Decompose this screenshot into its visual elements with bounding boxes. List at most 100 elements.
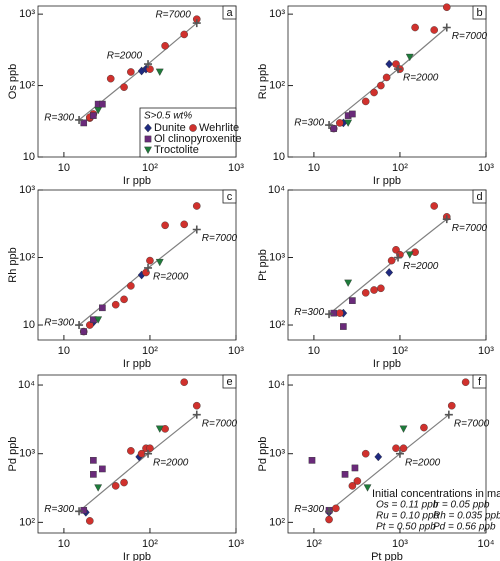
plot-frame <box>37 5 237 158</box>
plot-frame <box>287 5 487 158</box>
point <box>90 112 97 119</box>
x-tick-label: 10² <box>306 538 322 550</box>
point <box>94 316 103 324</box>
y-tick-label: 10⁴ <box>18 379 35 391</box>
point <box>349 110 356 118</box>
model-label: R=2000 <box>153 272 189 283</box>
point <box>392 444 400 453</box>
point <box>411 23 419 32</box>
panel-letter-box <box>222 5 237 20</box>
point <box>86 517 94 525</box>
legend-marker <box>144 146 152 155</box>
point <box>99 304 106 312</box>
point <box>120 478 128 487</box>
point <box>308 457 316 464</box>
point <box>111 300 120 309</box>
plot-frame <box>37 189 237 341</box>
point <box>94 107 103 115</box>
legend-label: Dunite <box>154 122 186 134</box>
y-axis-label: Ru ppb <box>257 64 269 99</box>
model-label: R=7000 <box>155 10 191 21</box>
y-tick-label: 10³ <box>269 251 285 263</box>
model-point <box>75 115 84 124</box>
annotation-text: Rh = 0.035 ppb <box>433 511 500 522</box>
x-tick-label: 10² <box>142 345 158 357</box>
point <box>127 68 135 76</box>
legend-title: S>0.5 wt% <box>144 111 192 122</box>
panel-letter: a <box>226 7 233 19</box>
model-point <box>325 310 334 319</box>
x-axis-label: Ir ppb <box>123 358 151 370</box>
point <box>161 221 169 230</box>
y-tick-label: 10 <box>273 151 285 163</box>
x-tick-label: 10³ <box>228 162 244 174</box>
point <box>344 279 353 287</box>
point <box>336 309 344 317</box>
point <box>387 256 396 265</box>
legend-label: Wehrlite <box>199 122 239 134</box>
point <box>370 286 378 294</box>
y-tick-label: 10 <box>23 151 35 163</box>
point <box>146 256 154 265</box>
point <box>377 284 385 293</box>
annotation-text: Pt = 0.50 ppb <box>376 522 436 533</box>
x-tick-label: 10 <box>58 538 70 550</box>
point <box>99 100 106 108</box>
point <box>161 42 169 50</box>
model-point <box>325 507 334 516</box>
point <box>442 3 451 12</box>
x-axis-label: Pt ppb <box>371 551 403 561</box>
y-tick-label: 10² <box>269 516 285 528</box>
x-tick-label: 10³ <box>478 345 494 357</box>
model-point <box>144 60 153 69</box>
point <box>447 401 456 410</box>
point <box>80 119 88 127</box>
point <box>155 258 164 267</box>
panel-letter-box <box>222 189 237 204</box>
point <box>430 26 438 34</box>
model-point <box>442 215 451 224</box>
y-axis-label: Pd ppb <box>257 437 269 472</box>
point <box>180 220 188 229</box>
x-tick-label: 10 <box>308 162 320 174</box>
point <box>353 477 362 485</box>
model-point <box>394 65 403 74</box>
point <box>99 465 106 473</box>
model-point <box>444 410 453 419</box>
point <box>127 282 135 290</box>
y-tick-label: 10³ <box>19 184 35 196</box>
point <box>370 88 378 97</box>
model-point <box>394 253 403 262</box>
point <box>127 447 135 455</box>
y-tick-label: 10⁴ <box>268 379 285 391</box>
legend-box <box>139 107 237 158</box>
panel-letter: f <box>478 376 482 388</box>
legend-label: Ol clinopyroxenite <box>154 133 241 145</box>
point <box>361 97 370 106</box>
point <box>106 74 115 83</box>
point <box>399 444 408 453</box>
point <box>120 83 128 91</box>
model-label: R=7000 <box>454 418 490 429</box>
model-point <box>192 225 201 234</box>
y-tick-label: 10³ <box>269 8 285 20</box>
y-tick-label: 10³ <box>269 448 285 460</box>
legend-marker <box>189 124 197 132</box>
model-point <box>192 410 201 419</box>
point <box>90 471 97 478</box>
point <box>86 321 94 329</box>
model-point <box>75 507 84 516</box>
point <box>377 81 385 90</box>
point <box>330 309 338 317</box>
x-axis-label: Ir ppb <box>373 358 401 370</box>
point <box>111 482 120 490</box>
x-axis-label: Ir ppb <box>373 175 401 187</box>
point <box>80 328 88 335</box>
point <box>330 125 338 132</box>
x-tick-label: 10² <box>392 345 408 357</box>
y-tick-label: 10² <box>19 251 35 263</box>
point <box>382 73 391 82</box>
model-label: R=7000 <box>452 223 488 234</box>
model-point <box>325 121 334 130</box>
